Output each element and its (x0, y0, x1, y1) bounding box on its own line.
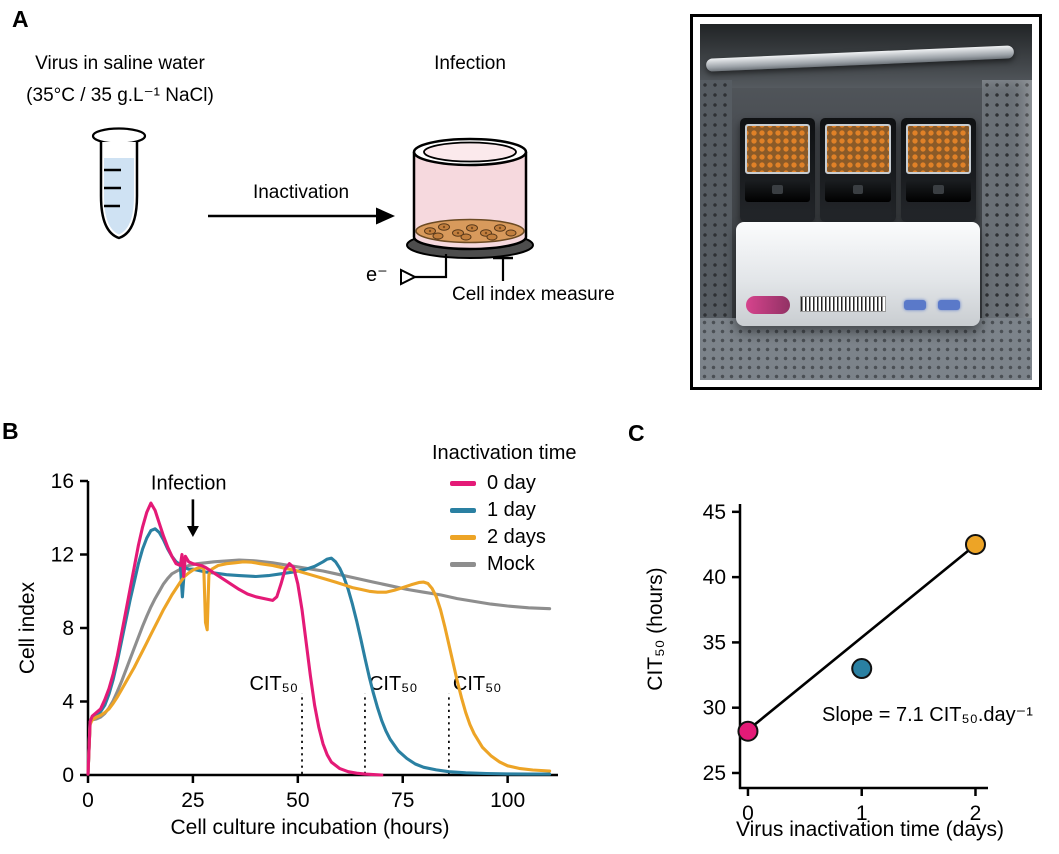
legend-swatch-2 (450, 535, 476, 540)
svg-text:25: 25 (703, 762, 726, 785)
svg-text:CIT₅₀: CIT₅₀ (369, 673, 418, 695)
cradle-clamp-1 (745, 180, 811, 202)
inactivation-arrow-label: Inactivation (252, 182, 350, 203)
legend-item-0-day: 0 day (432, 470, 577, 497)
eplate-cradle-1 (740, 118, 816, 222)
svg-text:40: 40 (703, 566, 726, 589)
tube-caption-line1: Virus in saline water (35, 53, 205, 74)
eplate-cradle-2 (820, 118, 896, 222)
infection-title: Infection (434, 53, 506, 74)
instrument-photo (700, 24, 1032, 380)
legend-label-2-days: 2 days (487, 526, 546, 548)
panel-c-label: C (628, 420, 645, 446)
svg-text:0: 0 (62, 764, 74, 787)
panel-b-label: B (2, 418, 19, 444)
instrument-base (736, 222, 980, 326)
svg-text:1: 1 (856, 802, 868, 823)
legend-swatch-3 (450, 562, 476, 567)
svg-text:75: 75 (391, 789, 414, 812)
svg-text:0: 0 (82, 789, 94, 812)
dish-illustration (406, 137, 534, 259)
tube-illustration (91, 127, 147, 240)
svg-text:0: 0 (742, 802, 754, 823)
eplate-cradle-row (740, 118, 976, 222)
svg-text:25: 25 (181, 789, 204, 812)
instrument-photo-frame (690, 14, 1042, 390)
rtca-instrument (736, 118, 980, 326)
incubator-shelf (700, 318, 1032, 380)
svg-text:8: 8 (62, 617, 74, 640)
chart-b-xlabel: Cell culture incubation (hours) (170, 816, 450, 839)
eplate-2 (825, 124, 891, 174)
legend-label-1-day: 1 day (487, 499, 536, 521)
legend-label-0-day: 0 day (487, 472, 536, 494)
chart-c: 0 1 2 25 30 35 40 45 (703, 501, 988, 823)
status-light-2 (938, 300, 960, 310)
cradle-clamp-3 (905, 180, 971, 202)
svg-text:50: 50 (286, 789, 309, 812)
legend-title: Inactivation time (432, 442, 577, 464)
slope-annotation: Slope = 7.1 CIT₅₀.day⁻¹ (822, 704, 1033, 726)
chart-c-ylabel: CIT₅₀ (hours) (644, 567, 667, 691)
cradle-clamp-2 (825, 180, 891, 202)
svg-text:16: 16 (51, 470, 74, 493)
panel-a-label: A (12, 6, 29, 32)
legend-label-mock: Mock (487, 553, 535, 575)
svg-text:CIT₅₀: CIT₅₀ (453, 673, 502, 695)
svg-text:2: 2 (970, 802, 982, 823)
svg-text:4: 4 (62, 691, 74, 714)
legend-item-1-day: 1 day (432, 497, 577, 524)
svg-text:45: 45 (703, 501, 726, 524)
cell-index-measure-label: Cell index measure (452, 284, 615, 305)
logo-badge (746, 296, 790, 314)
legend-item-mock: Mock (432, 551, 577, 578)
svg-text:CIT₅₀: CIT₅₀ (249, 673, 298, 695)
eplate-1 (745, 124, 811, 174)
panel-a-schematic (91, 127, 534, 286)
legend-item-2-days: 2 days (432, 524, 577, 551)
barcode-label (800, 296, 886, 312)
eplate-3 (905, 124, 971, 174)
svg-text:12: 12 (51, 544, 74, 567)
eplate-cradle-3 (900, 118, 976, 222)
electron-label: e⁻ (366, 264, 388, 286)
legend-swatch-0 (450, 481, 476, 486)
inactivation-arrow (208, 207, 395, 225)
chart-b-legend: Inactivation time 0 day 1 day 2 days Moc… (432, 442, 577, 578)
tube-caption-line2: (35°C / 35 g.L⁻¹ NaCl) (26, 85, 214, 106)
svg-text:30: 30 (703, 697, 726, 720)
chart-b-ylabel: Cell index (16, 581, 39, 675)
svg-text:100: 100 (490, 789, 525, 812)
status-light-1 (904, 300, 926, 310)
chart-c-xlabel: Virus inactivation time (days) (735, 818, 1005, 841)
electrode-wires (400, 254, 513, 286)
svg-text:35: 35 (703, 631, 726, 654)
legend-swatch-1 (450, 508, 476, 513)
chart-b: 0 25 50 75 100 0 4 8 12 16 CIT₅₀ CIT₅₀ CIT₅₀ Infectio… (51, 470, 558, 812)
svg-text:Infection: Infection (151, 472, 227, 494)
